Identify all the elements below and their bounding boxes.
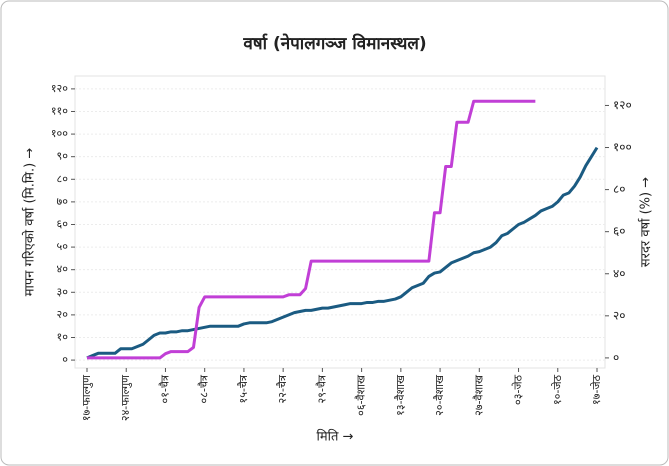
y-tick-label: ६० [57,217,69,230]
y-tick-label: ५० [57,240,69,253]
y2-tick-label: ० [613,350,619,364]
y-tick-label: ४० [57,263,69,276]
y-tick-label: ७० [57,195,69,208]
x-tick-label: ०३-जेठ [512,374,525,405]
y2-tick-label: १२० [613,98,632,112]
y2-tick-label: १०० [613,140,632,154]
y-tick-label: ८० [57,172,69,185]
y2-tick-label: २० [613,308,625,322]
plot-area [74,75,606,369]
x-tick-label: १०-जेठ [551,374,564,405]
y2-axis-label: सरदर वर्षा (%) → [638,177,654,267]
y2-tick-label: ४० [613,266,625,280]
y-tick-label: ० [62,353,68,366]
x-tick-label: ०६-वैशाख [355,374,368,416]
y2-tick-label: ८० [613,182,625,196]
y-tick-label: ९० [57,150,69,163]
chart-title: वर्षा (नेपालगञ्ज विमानस्थल) [242,33,426,54]
x-tick-label: २७-वैशाख [472,374,485,416]
y-tick-label: १२० [51,82,68,95]
series-line [87,99,536,360]
x-tick-label: १५-चैत्र [237,374,250,403]
x-tick-label: २४-फाल्गुण [119,374,132,421]
series-line [86,146,599,360]
y2-tick-label: ६० [613,224,625,238]
x-axis-label: मिति → [317,429,354,445]
y-axis-label: मापन गरिएको वर्षा (मि.मि.) → [22,148,38,297]
y-tick-label: १०० [51,127,68,140]
x-tick-label: १७-जेठ [590,374,603,405]
x-tick-label: १३-वैशाख [394,374,407,416]
y-tick-label: ११० [51,104,68,117]
x-tick-label: १७-फाल्गुण [80,374,93,421]
y-tick-label: ३० [57,285,69,298]
x-tick-label: ०८-चैत्र [198,374,211,403]
x-tick-label: २२-चैत्र [276,374,289,403]
y-tick-label: १० [57,330,69,343]
x-tick-label: २०-वैशाख [433,374,446,416]
x-tick-label: २९-चैत्र [315,374,328,403]
x-tick-label: ०१-चैत्र [158,374,171,403]
y-tick-label: २० [57,308,69,321]
